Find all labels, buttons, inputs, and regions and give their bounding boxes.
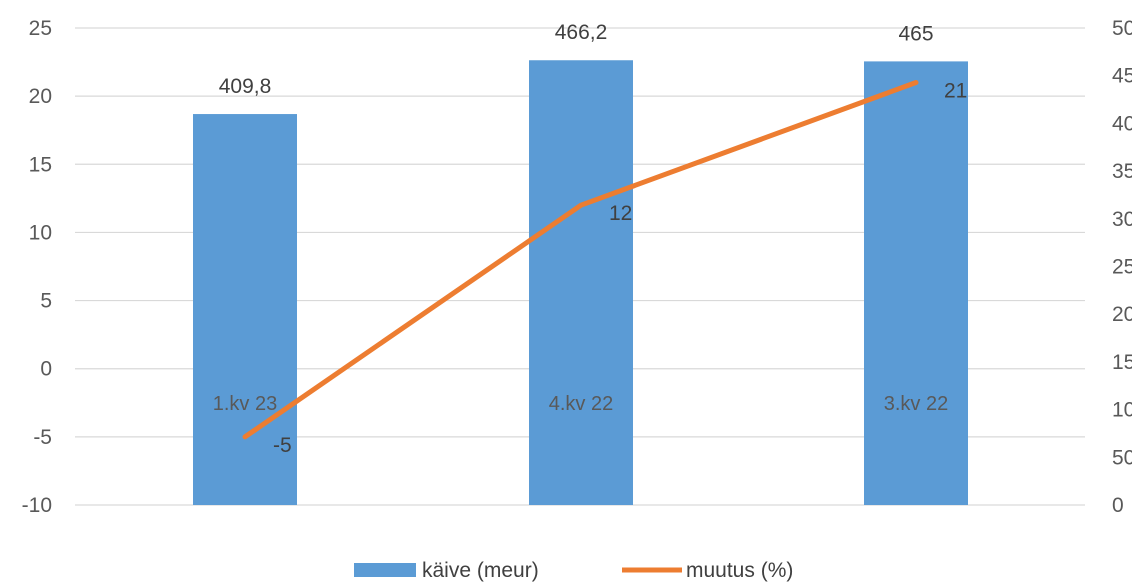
bar-data-label: 465 [898,22,933,45]
legend-label-bar: käive (meur) [422,559,539,582]
left-tick-label: -10 [22,494,52,517]
left-tick-label: -5 [33,426,52,449]
category-label: 3.kv 22 [884,393,948,415]
bar [193,114,297,506]
right-tick-label: 100 [1112,399,1132,422]
right-tick-label: 150 [1112,351,1132,374]
line-data-labels: -5 12 21 [273,80,967,457]
right-tick-label: 450 [1112,65,1132,88]
line-data-label: -5 [273,434,292,457]
right-tick-label: 50 [1112,446,1132,469]
bar-data-label: 466,2 [555,21,608,44]
line-path [242,80,919,440]
left-tick-label: 10 [29,221,52,244]
legend-swatch-bar [354,563,416,577]
line-data-label: 21 [944,80,967,103]
right-tick-label: 350 [1112,160,1132,183]
bar-series [193,60,968,506]
left-axis: 25 20 15 10 5 0 -5 -10 [22,17,52,517]
category-label: 1.kv 23 [213,393,277,415]
right-axis: 500450400350300250200150100500 [1112,17,1132,517]
left-tick-label: 25 [29,17,52,40]
left-tick-label: 0 [40,358,52,381]
bar [864,61,968,505]
category-labels: 1.kv 23 4.kv 22 3.kv 22 [213,393,948,415]
left-tick-label: 20 [29,85,52,108]
category-label: 4.kv 22 [549,393,613,415]
legend: käive (meur) muutus (%) [354,559,793,582]
line-data-label: 12 [609,202,632,225]
right-tick-label: 400 [1112,112,1132,135]
legend-label-line: muutus (%) [686,559,793,582]
bar [529,60,633,505]
left-tick-label: 5 [40,290,52,313]
right-tick-label: 300 [1112,208,1132,231]
left-tick-label: 15 [29,153,52,176]
right-tick-label: 0 [1112,494,1124,517]
bar-data-label: 409,8 [219,75,272,98]
right-tick-label: 500 [1112,17,1132,40]
right-tick-label: 250 [1112,256,1132,279]
line-series [242,80,919,440]
bar-data-labels: 409,8 466,2 465 [219,21,934,98]
right-tick-label: 200 [1112,303,1132,326]
